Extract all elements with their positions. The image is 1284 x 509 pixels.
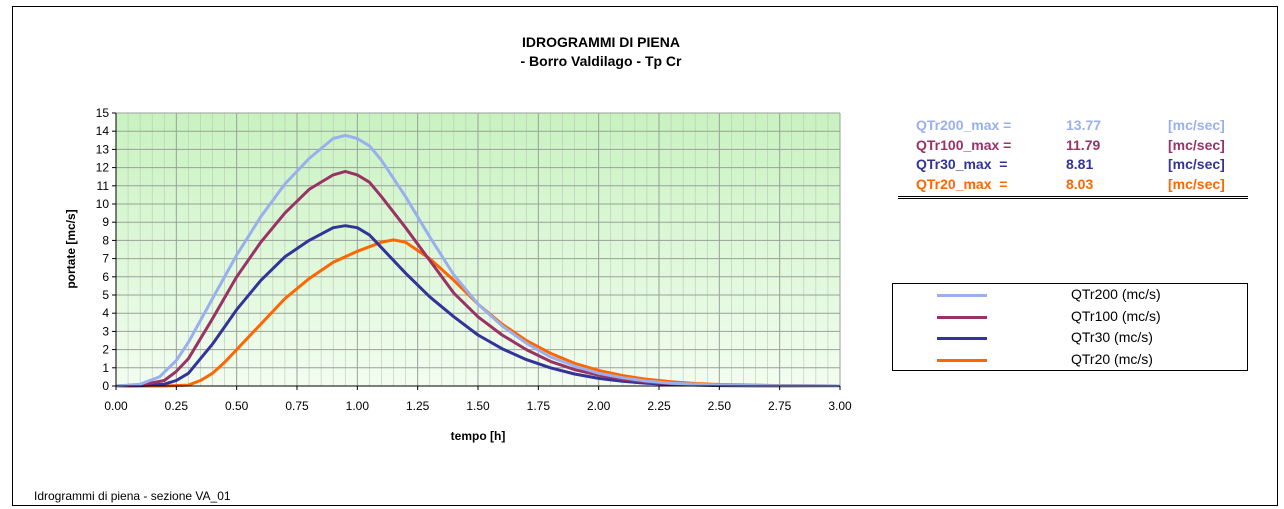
peak-table-underline (898, 196, 1248, 199)
grid-lines (115, 112, 841, 387)
peak-label: QTr200_max = (916, 117, 1012, 133)
peak-value: 11.79 (1066, 136, 1101, 153)
x-tick-label: 1.50 (466, 399, 490, 413)
peak-unit: [mc/sec] (1168, 156, 1225, 172)
y-tick-label: 7 (102, 252, 109, 266)
chart-subtitle: - Borro Valdilago - Tp Cr (520, 53, 682, 69)
legend-item: QTr20 (mc/s) (893, 350, 1247, 371)
peak-value: 8.03 (1066, 175, 1094, 192)
x-axis-label: tempo [h] (451, 429, 506, 443)
x-tick-label: 2.25 (647, 399, 671, 413)
x-tick-labels: 0.00 0.25 0.50 0.75 1.00 1.25 1.50 1.75 2.00 2.25… (104, 399, 852, 413)
peak-row: QTr20_max = 8.03 [mc/sec] (898, 176, 1248, 195)
footer-caption: Idrogrammi di piena - sezione VA_01 (34, 489, 231, 503)
legend-swatch (937, 337, 987, 340)
y-tick-label: 14 (96, 124, 110, 138)
series-line-qtr200 (115, 133, 841, 388)
legend-item: QTr30 (mc/s) (893, 328, 1247, 349)
x-tick-label: 1.25 (406, 399, 430, 413)
y-tick-label: 4 (102, 306, 109, 320)
legend-label: QTr30 (mc/s) (1071, 329, 1153, 345)
x-tick-label: 0.25 (165, 399, 189, 413)
y-tick-label: 11 (97, 179, 110, 193)
y-tick-label: 8 (102, 233, 109, 247)
peak-unit: [mc/sec] (1168, 175, 1225, 192)
x-tick-label: 1.00 (346, 399, 370, 413)
peak-discharge-table: QTr200_max = 13.77 [mc/sec] QTr100_max = 11.… (898, 116, 1248, 200)
x-tick-label: 2.00 (587, 399, 611, 413)
x-tick-label: 0.50 (225, 399, 249, 413)
series-layer (115, 133, 841, 388)
peak-row: QTr200_max = 13.77 [mc/sec] (898, 117, 1248, 136)
legend-swatch (937, 315, 987, 319)
legend-swatch (937, 358, 987, 362)
y-tick-label: 5 (102, 288, 109, 302)
peak-unit: [mc/sec] (1168, 117, 1225, 133)
y-tick-label: 6 (102, 270, 109, 284)
peak-label: QTr100_max = (916, 136, 1012, 153)
y-tick-label: 15 (96, 106, 110, 120)
x-tick-label: 3.00 (828, 399, 852, 413)
peak-row: QTr100_max = 11.79 [mc/sec] (898, 137, 1248, 156)
chart-title: IDROGRAMMI DI PIENA (522, 34, 680, 50)
y-tick-label: 0 (102, 379, 109, 393)
peak-label: QTr30_max = (916, 156, 1008, 172)
legend-label: QTr200 (mc/s) (1071, 286, 1161, 302)
series-line-qtr20 (116, 238, 841, 388)
legend-item: QTr100 (mc/s) (893, 307, 1247, 328)
x-tick-label: 2.50 (708, 399, 732, 413)
y-tick-label: 2 (102, 343, 109, 357)
x-tick-label: 2.75 (768, 399, 792, 413)
x-tick-label: 0.00 (104, 399, 128, 413)
y-tick-label: 13 (96, 142, 110, 156)
peak-label: QTr20_max = (916, 175, 1008, 192)
legend-label: QTr20 (mc/s) (1071, 350, 1153, 367)
peak-value: 8.81 (1066, 156, 1094, 172)
y-tick-label: 10 (96, 197, 110, 211)
y-tick-label: 9 (102, 215, 109, 229)
legend-swatch (937, 294, 987, 297)
peak-row: QTr30_max = 8.81 [mc/sec] (898, 156, 1248, 175)
axes (112, 112, 841, 390)
series-line-qtr30 (115, 224, 840, 388)
y-tick-label: 12 (96, 161, 110, 175)
y-tick-label: 3 (102, 324, 109, 338)
peak-unit: [mc/sec] (1168, 136, 1225, 153)
peak-value: 13.77 (1066, 117, 1102, 133)
x-tick-label: 1.75 (527, 399, 551, 413)
legend: QTr200 (mc/s) QTr100 (mc/s) QTr30 (mc/s) QT… (892, 283, 1248, 371)
legend-label: QTr100 (mc/s) (1071, 307, 1161, 324)
y-axis-label: portate [mc/s] (64, 209, 78, 288)
x-tick-label: 0.75 (285, 399, 309, 413)
legend-item: QTr200 (mc/s) (893, 285, 1247, 306)
y-tick-label: 1 (102, 361, 109, 375)
